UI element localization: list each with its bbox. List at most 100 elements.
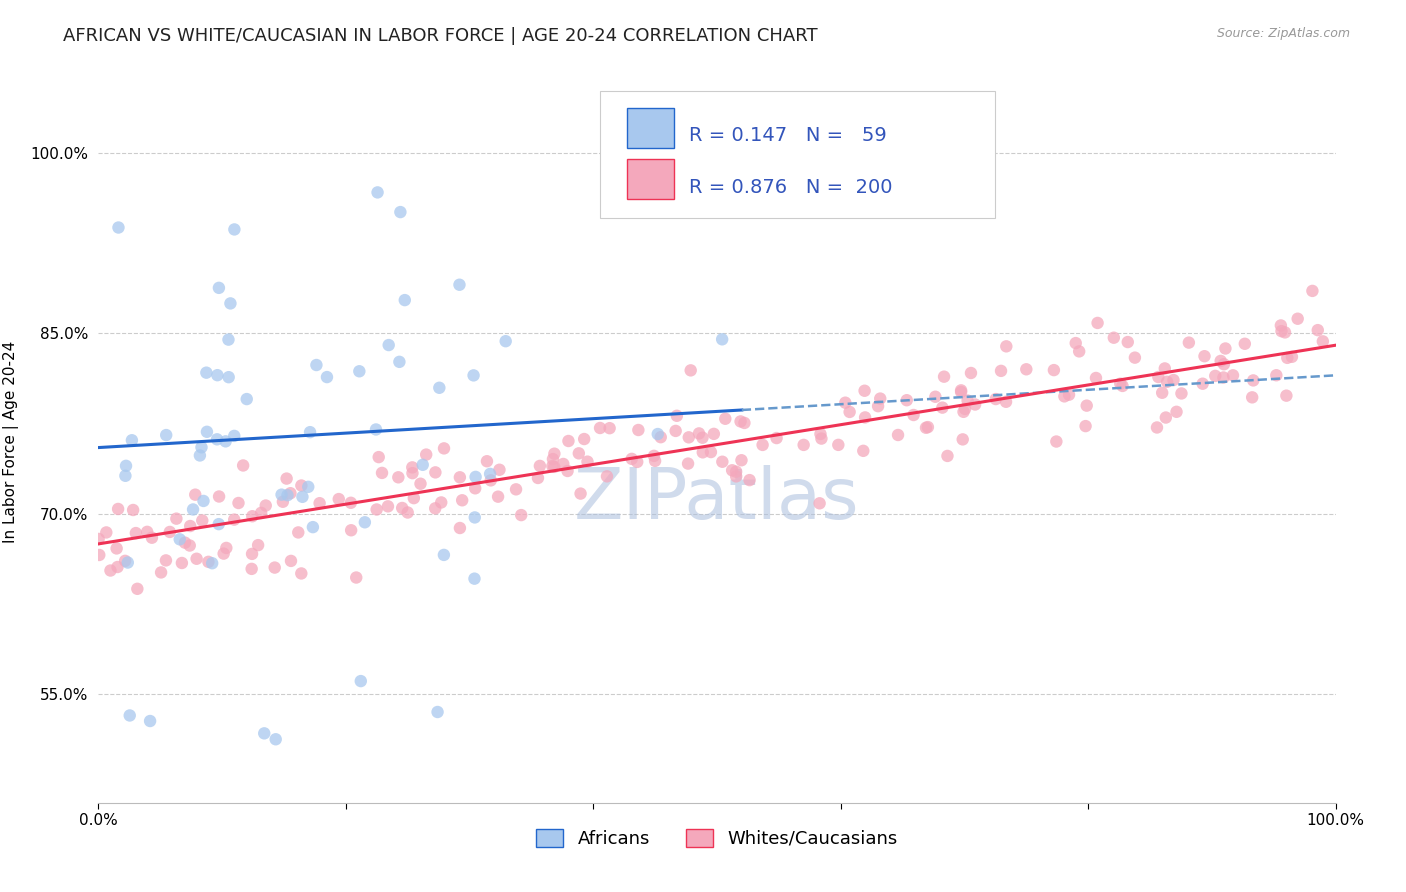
Point bbox=[808, 496, 831, 510]
Point bbox=[1204, 368, 1226, 383]
Point bbox=[834, 395, 856, 409]
Point bbox=[302, 520, 325, 534]
Point bbox=[1270, 324, 1292, 338]
Point bbox=[1111, 379, 1133, 393]
Point bbox=[869, 392, 891, 406]
Point bbox=[179, 539, 201, 553]
Point bbox=[678, 430, 700, 444]
Point bbox=[218, 370, 240, 384]
Point bbox=[1191, 376, 1213, 391]
Point bbox=[114, 554, 136, 568]
Point bbox=[184, 488, 207, 502]
Point bbox=[389, 205, 412, 219]
Point bbox=[838, 405, 860, 419]
Point bbox=[995, 394, 1018, 409]
Point bbox=[932, 369, 955, 384]
Point bbox=[1312, 334, 1334, 349]
Point bbox=[387, 470, 409, 484]
Point bbox=[205, 433, 228, 447]
Point bbox=[510, 508, 533, 522]
Point bbox=[402, 491, 425, 505]
Point bbox=[931, 401, 953, 415]
Point bbox=[765, 431, 787, 445]
Point bbox=[136, 524, 159, 539]
Point bbox=[224, 513, 246, 527]
Point bbox=[1109, 376, 1132, 391]
Point bbox=[568, 446, 591, 460]
Text: AFRICAN VS WHITE/CAUCASIAN IN LABOR FORCE | AGE 20-24 CORRELATION CHART: AFRICAN VS WHITE/CAUCASIAN IN LABOR FORC… bbox=[63, 27, 818, 45]
Point bbox=[543, 447, 565, 461]
Point bbox=[340, 496, 363, 510]
Point bbox=[224, 429, 246, 443]
Point bbox=[676, 457, 699, 471]
Point bbox=[751, 438, 773, 452]
Point bbox=[1087, 316, 1109, 330]
Point bbox=[711, 332, 734, 346]
Point bbox=[475, 454, 498, 468]
Point bbox=[240, 547, 263, 561]
Point bbox=[725, 469, 748, 483]
Point bbox=[364, 422, 387, 436]
Text: ZIPatlas: ZIPatlas bbox=[574, 465, 860, 533]
Point bbox=[254, 499, 277, 513]
Point bbox=[1277, 351, 1299, 365]
Point bbox=[627, 423, 650, 437]
Point bbox=[553, 457, 575, 471]
Point bbox=[960, 366, 983, 380]
Bar bbox=[627, 160, 673, 199]
Point bbox=[415, 448, 437, 462]
Point bbox=[721, 463, 744, 477]
Point bbox=[827, 438, 849, 452]
Point bbox=[155, 428, 177, 442]
Point bbox=[479, 467, 502, 481]
Point bbox=[170, 556, 193, 570]
Point bbox=[271, 495, 294, 509]
Point bbox=[165, 511, 187, 525]
Point bbox=[308, 496, 330, 510]
Point bbox=[224, 222, 246, 236]
Point bbox=[305, 358, 328, 372]
Point bbox=[1147, 370, 1170, 384]
Point bbox=[87, 532, 110, 546]
Point bbox=[89, 548, 111, 562]
Point bbox=[235, 392, 257, 406]
Point bbox=[190, 440, 212, 454]
Point bbox=[1154, 410, 1177, 425]
Point bbox=[1222, 368, 1244, 383]
Point bbox=[240, 509, 263, 524]
Point bbox=[810, 427, 832, 442]
Point bbox=[1045, 434, 1067, 449]
Point bbox=[100, 564, 122, 578]
Point bbox=[207, 368, 229, 383]
Point bbox=[529, 458, 551, 473]
Point bbox=[1212, 370, 1234, 384]
Point bbox=[711, 455, 734, 469]
Point bbox=[193, 494, 215, 508]
Point bbox=[1215, 342, 1237, 356]
Point bbox=[107, 220, 129, 235]
Point bbox=[287, 525, 309, 540]
Point bbox=[1015, 362, 1038, 376]
Text: Source: ZipAtlas.com: Source: ZipAtlas.com bbox=[1216, 27, 1350, 40]
Point bbox=[377, 338, 399, 352]
Point bbox=[433, 442, 456, 456]
Point bbox=[232, 458, 254, 473]
Point bbox=[169, 533, 191, 547]
Point bbox=[852, 443, 875, 458]
Point bbox=[191, 514, 214, 528]
Point bbox=[250, 506, 273, 520]
Point bbox=[349, 364, 371, 378]
Point bbox=[868, 399, 890, 413]
Point bbox=[495, 334, 517, 348]
Bar bbox=[627, 108, 673, 147]
Point bbox=[122, 503, 145, 517]
Point bbox=[280, 554, 302, 568]
Point bbox=[118, 708, 141, 723]
Point bbox=[316, 370, 339, 384]
Point bbox=[626, 455, 648, 469]
Point bbox=[412, 458, 434, 472]
Point bbox=[589, 421, 612, 435]
Point bbox=[464, 510, 486, 524]
Point bbox=[280, 486, 302, 500]
Point bbox=[950, 385, 973, 400]
